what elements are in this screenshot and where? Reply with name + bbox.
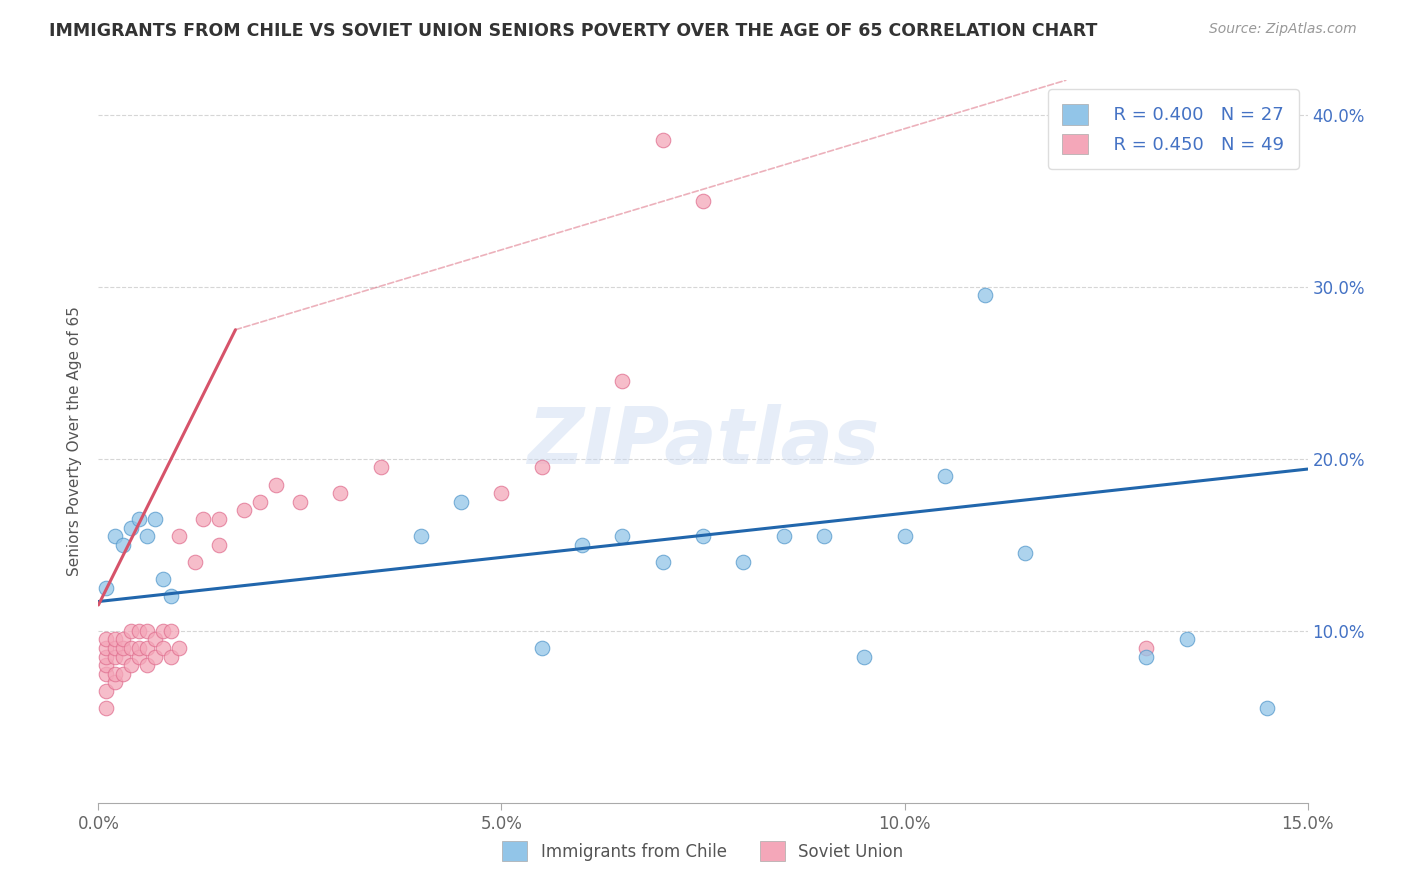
Point: [772, 529, 794, 543]
Point: [152, 572, 174, 586]
Point: [103, 640, 125, 655]
Point: [152, 624, 174, 638]
Point: [184, 555, 207, 569]
Point: [288, 494, 311, 508]
Point: [974, 288, 997, 302]
Point: [143, 632, 166, 647]
Point: [160, 649, 183, 664]
Point: [96, 658, 118, 673]
Point: [249, 494, 271, 508]
Point: [143, 649, 166, 664]
Point: [111, 538, 134, 552]
Text: IMMIGRANTS FROM CHILE VS SOVIET UNION SENIORS POVERTY OVER THE AGE OF 65 CORRELA: IMMIGRANTS FROM CHILE VS SOVIET UNION SE…: [49, 22, 1098, 40]
Point: [111, 632, 134, 647]
Point: [692, 529, 714, 543]
Point: [409, 529, 432, 543]
Point: [111, 649, 134, 664]
Point: [135, 529, 157, 543]
Point: [135, 658, 157, 673]
Point: [160, 590, 183, 604]
Point: [103, 675, 125, 690]
Point: [96, 701, 118, 715]
Point: [612, 375, 634, 389]
Text: ZIPatlas: ZIPatlas: [527, 403, 879, 480]
Point: [96, 640, 118, 655]
Point: [370, 460, 392, 475]
Point: [1256, 701, 1278, 715]
Point: [120, 520, 142, 534]
Point: [1135, 649, 1157, 664]
Legend:   R = 0.400   N = 27,   R = 0.450   N = 49: R = 0.400 N = 27, R = 0.450 N = 49: [1047, 89, 1299, 169]
Legend: Immigrants from Chile, Soviet Union: Immigrants from Chile, Soviet Union: [489, 828, 917, 875]
Point: [103, 649, 125, 664]
Point: [143, 512, 166, 526]
Point: [264, 477, 287, 491]
Point: [103, 666, 125, 681]
Point: [232, 503, 254, 517]
Point: [329, 486, 352, 500]
Point: [651, 555, 673, 569]
Point: [167, 529, 190, 543]
Point: [934, 469, 956, 483]
Point: [96, 632, 118, 647]
Point: [128, 624, 150, 638]
Point: [120, 640, 142, 655]
Point: [530, 640, 553, 655]
Point: [1014, 546, 1036, 560]
Point: [893, 529, 915, 543]
Point: [96, 581, 118, 595]
Point: [103, 529, 125, 543]
Point: [120, 624, 142, 638]
Point: [692, 194, 714, 208]
Point: [120, 658, 142, 673]
Point: [530, 460, 553, 475]
Point: [128, 640, 150, 655]
Point: [135, 640, 157, 655]
Point: [96, 684, 118, 698]
Point: [135, 624, 157, 638]
Point: [167, 640, 190, 655]
Point: [96, 649, 118, 664]
Text: Source: ZipAtlas.com: Source: ZipAtlas.com: [1209, 22, 1357, 37]
Point: [612, 529, 634, 543]
Point: [491, 486, 513, 500]
Point: [128, 512, 150, 526]
Point: [103, 632, 125, 647]
Point: [853, 649, 876, 664]
Point: [111, 666, 134, 681]
Point: [813, 529, 835, 543]
Point: [1175, 632, 1198, 647]
Point: [193, 512, 215, 526]
Point: [152, 640, 174, 655]
Point: [160, 624, 183, 638]
Point: [96, 666, 118, 681]
Y-axis label: Seniors Poverty Over the Age of 65: Seniors Poverty Over the Age of 65: [67, 307, 83, 576]
Point: [450, 494, 472, 508]
Point: [733, 555, 755, 569]
Point: [1135, 640, 1157, 655]
Point: [208, 538, 231, 552]
Point: [571, 538, 593, 552]
Point: [651, 133, 673, 147]
Point: [128, 649, 150, 664]
Point: [208, 512, 231, 526]
Point: [111, 640, 134, 655]
